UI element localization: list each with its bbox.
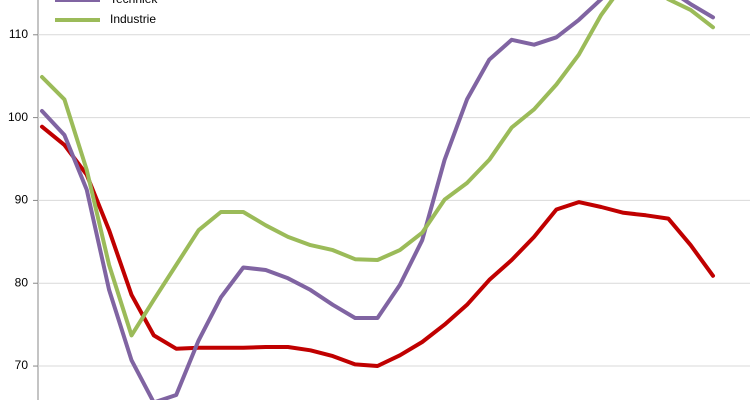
legend-label: Techniek <box>110 0 158 6</box>
y-tick-label: 70 <box>15 358 29 372</box>
legend-label: Industrie <box>110 12 156 26</box>
y-tick-label: 90 <box>15 193 29 207</box>
y-tick-label: 110 <box>9 27 28 41</box>
series-line <box>40 124 715 368</box>
series-line <box>40 0 715 400</box>
series-line <box>40 0 715 338</box>
y-tick-label: 80 <box>15 275 29 289</box>
y-tick-label: 100 <box>8 110 28 124</box>
legend-box <box>45 0 175 34</box>
